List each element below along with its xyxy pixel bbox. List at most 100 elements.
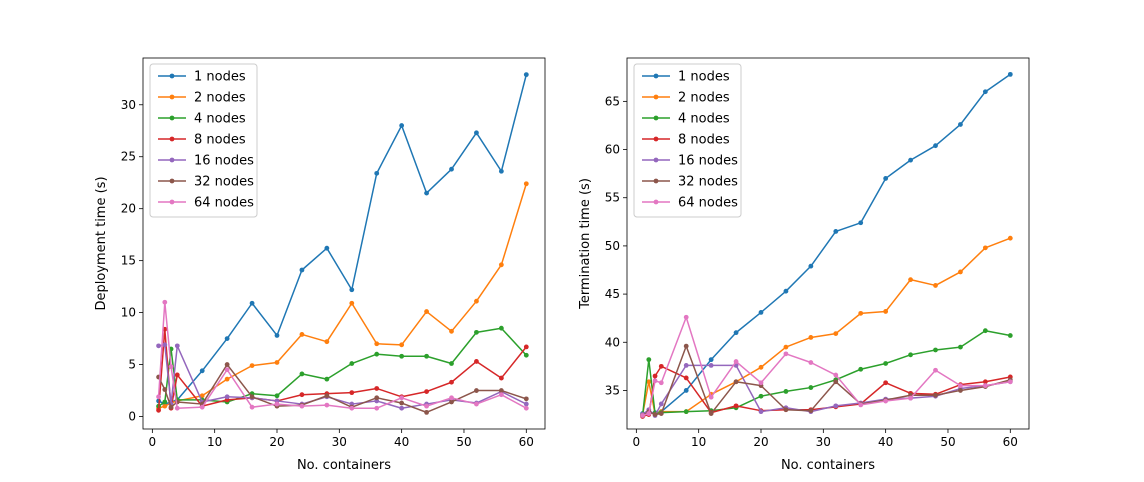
- deploy-x-tick-label: 10: [207, 435, 222, 449]
- deploy-point: [299, 267, 305, 273]
- deploy-y-tick-label: 30: [121, 98, 136, 112]
- term-point: [933, 143, 938, 149]
- deploy-point: [474, 329, 479, 335]
- deploy-point: [249, 300, 255, 306]
- term-legend-swatch-marker: [653, 199, 659, 205]
- deploy-legend-box: [149, 63, 258, 218]
- deploy-point: [224, 362, 230, 367]
- deploy-series-6: [156, 299, 529, 411]
- term-point: [652, 378, 658, 384]
- deploy-point: [299, 332, 305, 337]
- term-point: [1007, 235, 1013, 241]
- deploy-point: [349, 390, 355, 396]
- deploy-point: [523, 352, 529, 358]
- term-legend-item: 32 nodes: [642, 175, 738, 190]
- term-legend-swatch-marker: [653, 94, 659, 100]
- deploy-point: [399, 405, 405, 411]
- term-point: [808, 335, 814, 340]
- deploy-point: [424, 309, 429, 314]
- term-point: [982, 245, 988, 251]
- term-legend-item: 64 nodes: [642, 196, 738, 211]
- deploy-point: [424, 190, 429, 196]
- deploy-point: [274, 360, 280, 365]
- term-point: [758, 393, 764, 399]
- deploy-point: [299, 392, 305, 398]
- deploy-y-tick-label: 15: [121, 254, 136, 268]
- deploy-series-line-6: [157, 301, 527, 409]
- term-legend-label: 4 nodes: [678, 112, 730, 127]
- deploy-point: [168, 404, 174, 410]
- term-point: [908, 157, 913, 163]
- deploy-point: [523, 401, 529, 407]
- term-point: [808, 263, 814, 269]
- deploy-point: [474, 388, 479, 393]
- deploy-point: [474, 130, 479, 136]
- deploy-legend-label: 1 nodes: [194, 70, 246, 85]
- deploy-point: [399, 400, 405, 406]
- term-x-tick-label: 0: [633, 435, 641, 449]
- deploy-point: [424, 409, 429, 415]
- deploy-legend-swatch-marker: [169, 94, 175, 100]
- deploy-point: [399, 395, 405, 401]
- term-y-tick-label: 50: [605, 239, 620, 253]
- term-x-tick-label: 50: [940, 435, 955, 449]
- deploy-point: [399, 123, 405, 128]
- term-x-tick-label: 20: [753, 435, 768, 449]
- deploy-legend-item: 16 nodes: [158, 154, 254, 169]
- deploy-legend: 1 nodes 2 nodes 4 nodes 8 nodes 16 nodes 32 n…: [149, 63, 258, 218]
- term-point: [808, 408, 814, 414]
- deploy-point: [374, 351, 380, 357]
- termination-time-chart: 0 10 20 30 40 50 60 35 40 45 50 55 60 65 No. container…: [578, 57, 1030, 473]
- deploy-x-tick-label: 0: [149, 435, 157, 449]
- term-point: [683, 343, 689, 349]
- term-point: [933, 347, 938, 353]
- term-point: [708, 363, 714, 368]
- deploy-legend-label: 8 nodes: [194, 133, 246, 148]
- term-point: [683, 388, 689, 393]
- term-point: [982, 379, 988, 385]
- deploy-legend-swatch-marker: [169, 115, 175, 121]
- deploy-point: [274, 393, 280, 399]
- term-point: [783, 351, 789, 357]
- deploy-point: [249, 404, 255, 410]
- deploy-point: [523, 396, 529, 402]
- deploy-point: [498, 392, 504, 398]
- deploy-point: [274, 401, 280, 407]
- deploy-legend-label: 64 nodes: [194, 196, 254, 211]
- term-point: [883, 361, 889, 366]
- deploy-point: [449, 379, 454, 385]
- term-point: [908, 395, 913, 401]
- term-point: [883, 309, 889, 314]
- term-point: [858, 402, 864, 408]
- term-point: [933, 367, 938, 373]
- deploy-x-tick-label: 50: [456, 435, 471, 449]
- term-point: [883, 176, 889, 181]
- deploy-point: [174, 343, 180, 349]
- term-legend-label: 1 nodes: [678, 70, 730, 85]
- term-point: [833, 331, 839, 336]
- deploy-point: [156, 343, 161, 349]
- deploy-point: [349, 287, 355, 293]
- deploy-point: [174, 372, 180, 378]
- term-point: [958, 344, 963, 350]
- deploy-point: [374, 395, 380, 401]
- term-legend-box: [633, 63, 742, 218]
- term-legend-swatch-marker: [653, 157, 659, 163]
- term-point: [982, 89, 988, 95]
- term-series-5: [640, 343, 1013, 418]
- term-point: [758, 409, 764, 415]
- term-x-tick-label: 40: [878, 435, 893, 449]
- term-point: [933, 283, 938, 288]
- term-legend-label: 2 nodes: [678, 91, 730, 106]
- deploy-point: [299, 371, 305, 377]
- deploy-y-tick-label: 25: [121, 150, 136, 164]
- deploy-point: [162, 342, 168, 348]
- deploy-point: [523, 181, 529, 187]
- term-x-tick-label: 10: [691, 435, 706, 449]
- term-legend-item: 1 nodes: [642, 70, 730, 85]
- deploy-point: [498, 325, 504, 331]
- term-point: [808, 360, 814, 365]
- term-point: [1007, 333, 1013, 338]
- term-legend-swatch-marker: [653, 136, 659, 142]
- deploy-x-tick-label: 40: [394, 435, 409, 449]
